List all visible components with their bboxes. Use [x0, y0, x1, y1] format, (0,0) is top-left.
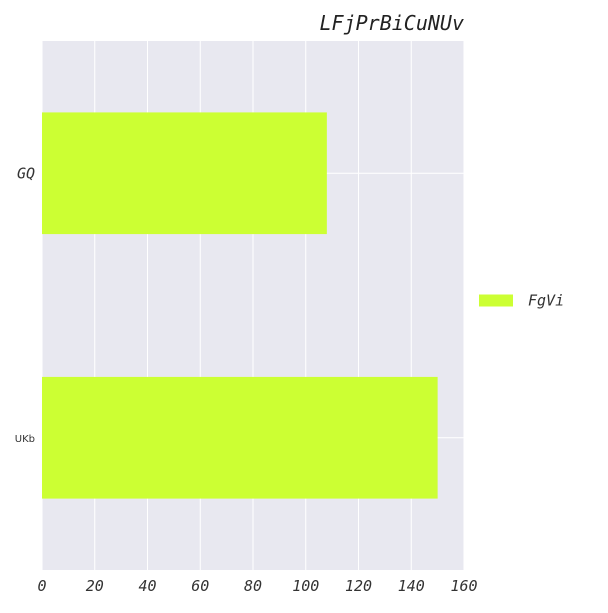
- x-tick-label: 140: [398, 577, 425, 595]
- x-tick-label: 120: [345, 577, 372, 595]
- x-tick-label: 20: [86, 577, 104, 595]
- x-tick-label: 40: [138, 577, 156, 595]
- bar-gq: [42, 112, 327, 235]
- x-tick-label: 160: [450, 577, 477, 595]
- x-tick-label: 60: [191, 577, 209, 595]
- legend-label: FgVi: [528, 292, 564, 310]
- bar-ukb: [42, 376, 438, 499]
- bars-layer: [42, 112, 438, 499]
- legend: FgVi: [479, 292, 564, 310]
- x-tick-label: 100: [292, 577, 319, 595]
- y-category-label: GQ: [17, 164, 35, 182]
- x-axis-ticks: 0 20 40 60 80 100 120 140 160: [37, 577, 477, 595]
- y-category-label: UKb: [15, 434, 35, 445]
- x-tick-label: 0: [37, 577, 46, 595]
- y-axis-categories: GQ UKb: [15, 164, 35, 445]
- chart-title: LFjPrBiCuNUv: [320, 11, 465, 35]
- x-tick-label: 80: [244, 577, 262, 595]
- legend-swatch: [479, 294, 513, 307]
